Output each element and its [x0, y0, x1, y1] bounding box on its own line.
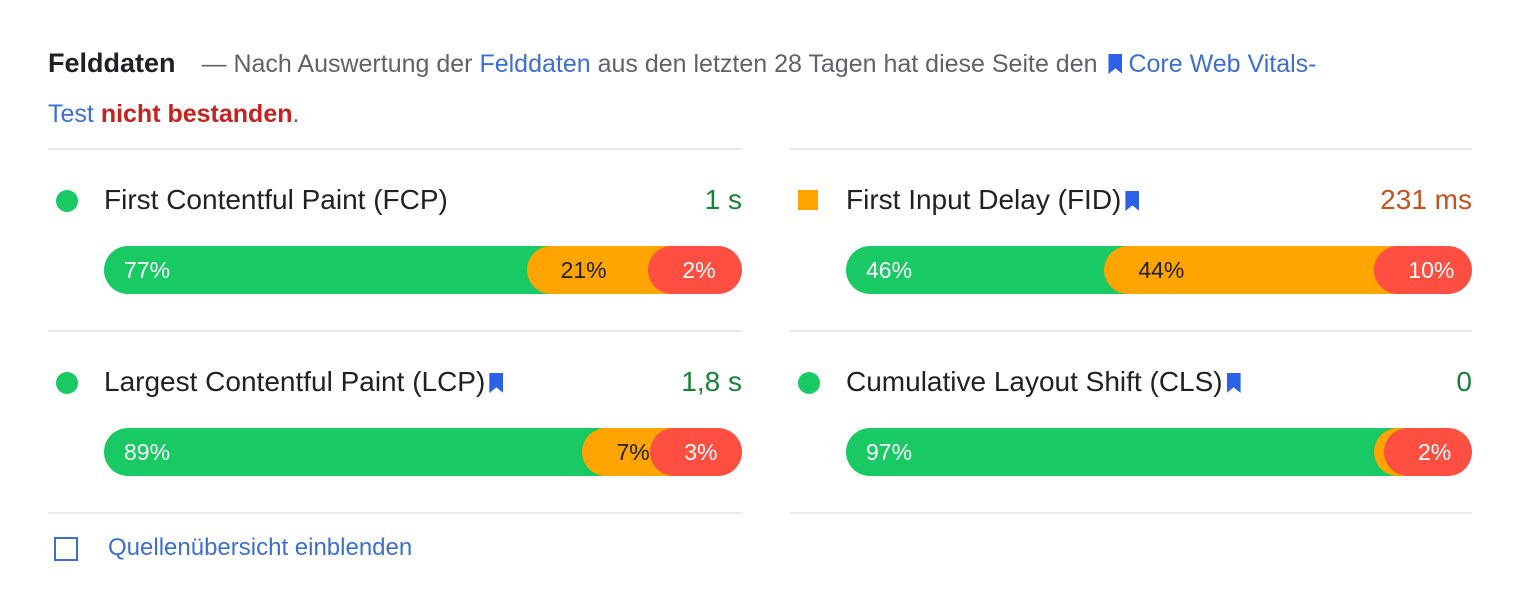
period: .: [292, 100, 300, 128]
distribution-bar: 77% 21% 2%: [104, 246, 742, 294]
dash: —: [201, 50, 227, 78]
field-data-link[interactable]: Felddaten: [479, 50, 591, 78]
metric-value: 0: [1456, 366, 1472, 397]
origin-summary-label[interactable]: Quellenübersicht einblenden: [108, 534, 413, 561]
bookmark-icon: [489, 373, 504, 393]
metric-header: Largest Contentful Paint (LCP) 1,8 s: [48, 362, 742, 402]
origin-summary-checkbox[interactable]: [54, 537, 78, 561]
segment-good: 89%: [104, 428, 607, 476]
metric-name: First Contentful Paint (FCP): [104, 180, 448, 220]
metric-value: 231 ms: [1380, 184, 1472, 215]
metric-value: 1,8 s: [681, 366, 742, 397]
segment-needs-improvement: 21%: [526, 246, 673, 294]
metric-lcp: Largest Contentful Paint (LCP) 1,8 s 89% 7%…: [48, 330, 742, 512]
good-circle-icon: [56, 190, 78, 212]
field-data-header: Felddaten — Nach Auswertung der Felddaten…: [48, 38, 1348, 139]
metric-name: First Input Delay (FID): [846, 180, 1145, 220]
segment-good: 46%: [846, 246, 1129, 294]
metric-value: 1 s: [704, 184, 742, 215]
average-square-icon: [798, 190, 818, 210]
footer: Quellenübersicht einblenden: [48, 512, 742, 561]
bookmark-icon: [1125, 191, 1140, 211]
metric-cls: Cumulative Layout Shift (CLS) 0 97% 2%: [790, 330, 1472, 512]
good-circle-icon: [798, 372, 820, 394]
metric-name-text: First Contentful Paint (FCP): [104, 184, 448, 215]
distribution-bar: 46% 44% 10%: [846, 246, 1472, 294]
core-web-vitals-link[interactable]: Core Web Vitals-Test: [48, 50, 1317, 128]
header-text: aus den letzten 28 Tagen hat diese Seite…: [590, 50, 1105, 78]
assessment-status: nicht bestanden: [100, 100, 293, 128]
distribution-bar: 97% 2%: [846, 428, 1472, 476]
segment-poor: 3%: [650, 428, 742, 476]
metrics-column-right: First Input Delay (FID) 231 ms 46% 44% 10% Cu…: [790, 148, 1472, 512]
metric-name: Cumulative Layout Shift (CLS): [846, 362, 1247, 402]
bookmark-icon: [1226, 373, 1241, 393]
segment-needs-improvement: 44%: [1104, 246, 1399, 294]
header-text: Nach Auswertung der: [226, 50, 480, 78]
segment-good: 77%: [104, 246, 551, 294]
divider: [790, 512, 1472, 514]
metric-header: Cumulative Layout Shift (CLS) 0: [790, 362, 1472, 402]
segment-poor: 2%: [648, 246, 742, 294]
metrics-column-left: First Contentful Paint (FCP) 1 s 77% 21% 2% L…: [48, 148, 742, 512]
bookmark-icon: [1108, 54, 1123, 74]
metric-name-text: Cumulative Layout Shift (CLS): [846, 366, 1223, 397]
metric-fid: First Input Delay (FID) 231 ms 46% 44% 10%: [790, 148, 1472, 330]
metric-name-text: First Input Delay (FID): [846, 184, 1122, 215]
segment-poor: 2%: [1384, 428, 1472, 476]
metric-fcp: First Contentful Paint (FCP) 1 s 77% 21% 2%: [48, 148, 742, 330]
metric-name: Largest Contentful Paint (LCP): [104, 362, 509, 402]
metric-header: First Input Delay (FID) 231 ms: [790, 180, 1472, 220]
segment-poor: 10%: [1374, 246, 1472, 294]
metric-name-text: Largest Contentful Paint (LCP): [104, 366, 486, 397]
section-title: Felddaten: [48, 48, 176, 78]
good-circle-icon: [56, 372, 78, 394]
metric-header: First Contentful Paint (FCP) 1 s: [48, 180, 742, 220]
distribution-bar: 89% 7% 3%: [104, 428, 742, 476]
segment-good: 97%: [846, 428, 1399, 476]
